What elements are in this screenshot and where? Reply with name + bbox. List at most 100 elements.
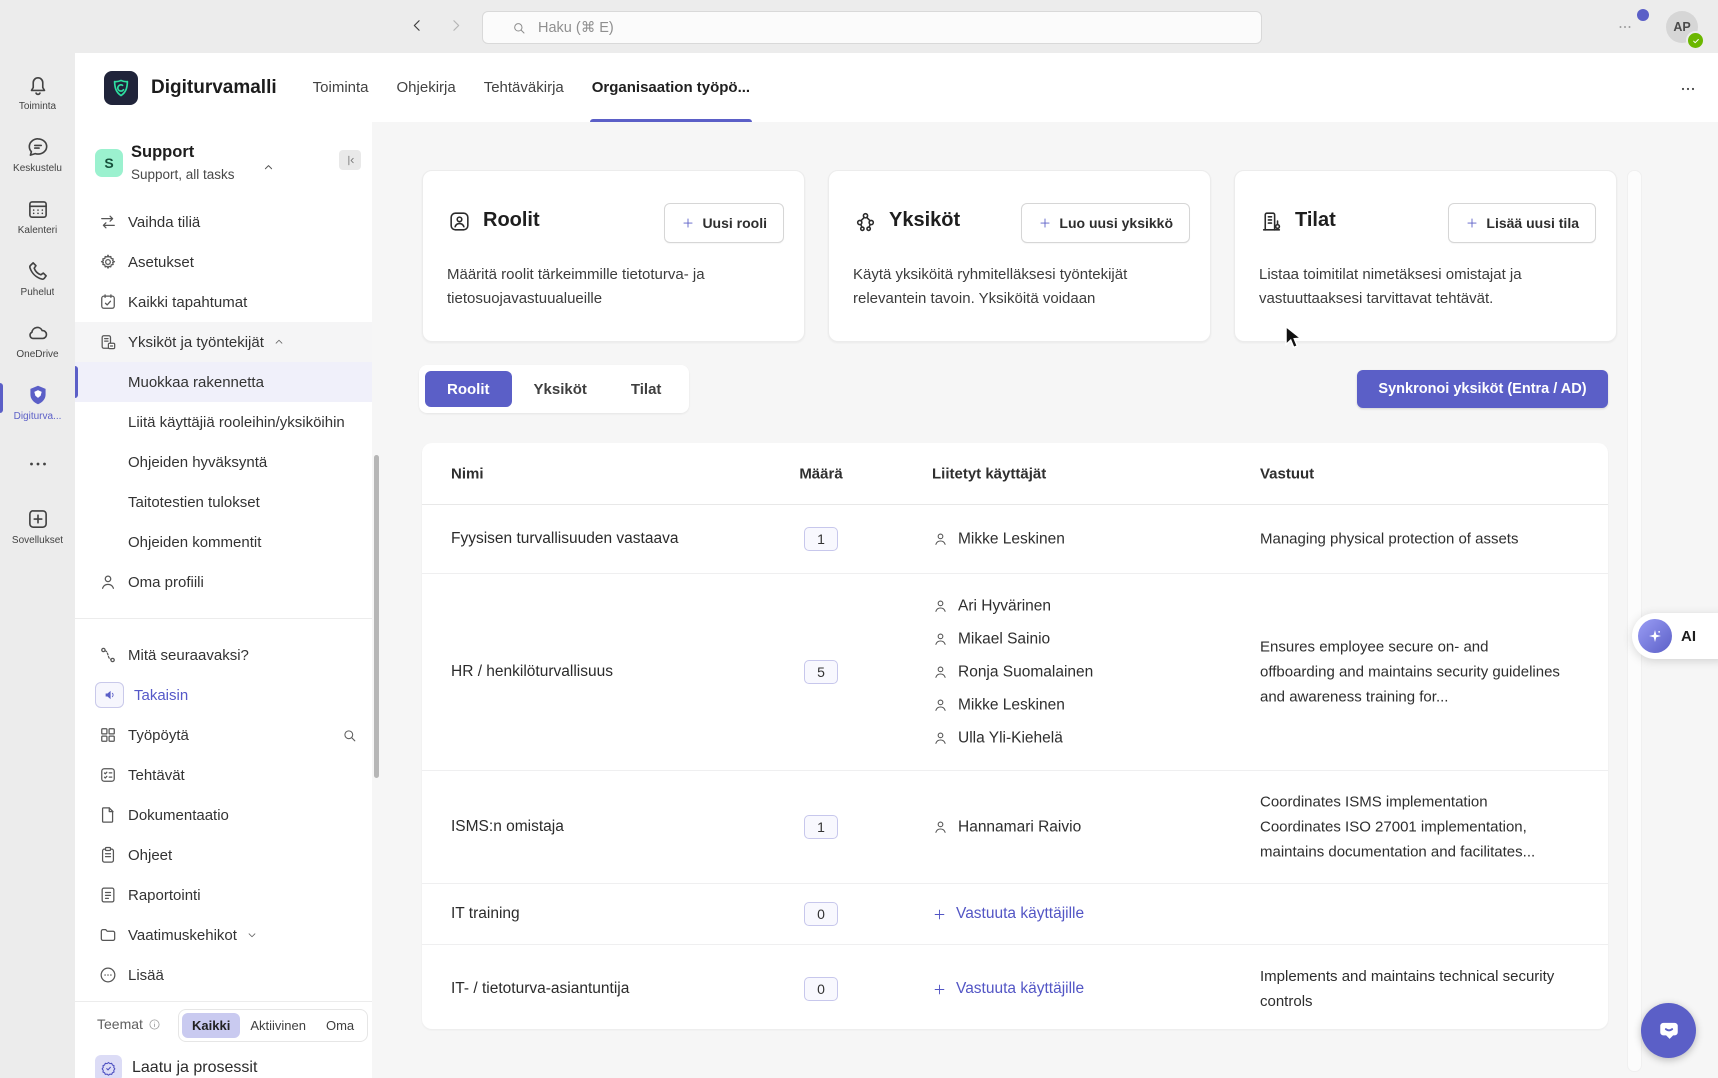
sparkle-icon <box>1638 619 1672 653</box>
user-name: Ronja Suomalainen <box>958 663 1094 680</box>
sidebar-item-ohjeiden-kommentit[interactable]: Ohjeiden kommentit <box>75 522 372 562</box>
grid-icon <box>98 725 118 745</box>
view-tab-roolit[interactable]: Roolit <box>425 371 512 407</box>
role-responsibilities: Coordinates ISMS implementation Coordina… <box>1260 793 1536 861</box>
luo-uusi-yksikkö-button[interactable]: Luo uusi yksikkö <box>1021 203 1190 243</box>
sidebar-collapse-button[interactable] <box>339 150 361 170</box>
table-row-fyysisen-turvallisuuden-vastaava[interactable]: Fyysisen turvallisuuden vastaava 1 Mikke L… <box>422 505 1608 574</box>
table-row-hr-henkilöturvallisuus[interactable]: HR / henkilöturvallisuus 5 Ari Hyvärinen Mi… <box>422 574 1608 771</box>
role-users: Vastuuta käyttäjille <box>932 980 1084 998</box>
tab-label: Tehtäväkirja <box>483 79 564 96</box>
themes-label: Teemat <box>97 1016 161 1032</box>
table-row-it-tietoturva-asiantuntija[interactable]: IT- / tietoturva-asiantuntija 0 Vastuuta k… <box>422 945 1608 1029</box>
count-chip: 1 <box>804 527 838 551</box>
sidebar-item-label: Työpöytä <box>128 726 189 744</box>
rail-item-digiturva[interactable]: Digiturva... <box>0 371 75 433</box>
theme-item[interactable]: Laatu ja prosessit <box>75 1050 372 1078</box>
sidebar-item-label: Muokkaa rakennetta <box>128 373 264 391</box>
plus-icon <box>932 907 947 922</box>
user-name: Ulla Yli-Kiehelä <box>958 729 1063 746</box>
sidebar-item-tehtävät[interactable]: Tehtävät <box>75 755 372 795</box>
sidebar-item-taitotestien-tulokset[interactable]: Taitotestien tulokset <box>75 482 372 522</box>
sidebar-item-label: Kaikki tapahtumat <box>128 293 248 311</box>
team-subtitle: Support, all tasks <box>131 167 235 182</box>
sidebar-item-raportointi[interactable]: Raportointi <box>75 875 372 915</box>
rail-item-keskustelu[interactable]: Keskustelu <box>0 123 75 185</box>
chat-fab-button[interactable] <box>1641 1003 1696 1058</box>
lisää-uusi-tila-button[interactable]: Lisää uusi tila <box>1448 203 1596 243</box>
card-description: Määritä roolit tärkeimmille tietoturva- … <box>447 266 705 307</box>
rail-item-sovellukset[interactable]: Sovellukset <box>0 495 75 557</box>
plus-icon <box>1465 216 1479 230</box>
header-more-icon[interactable] <box>1678 79 1698 99</box>
tab-tehtäväkirja[interactable]: Tehtäväkirja <box>470 53 578 122</box>
person-icon <box>932 730 949 747</box>
tab-toiminta[interactable]: Toiminta <box>299 53 383 122</box>
calendar-icon <box>25 196 51 222</box>
sidebar-item-ohjeiden-hyväksyntä[interactable]: Ohjeiden hyväksyntä <box>75 442 372 482</box>
team-avatar: S <box>95 149 123 177</box>
sidebar-item-oma-profiili[interactable]: Oma profiili <box>75 562 372 602</box>
user-entry: Ronja Suomalainen <box>932 656 1093 689</box>
search-bar[interactable] <box>482 11 1262 44</box>
sidebar-scrollbar-thumb[interactable] <box>374 455 379 778</box>
tab-label: Toiminta <box>312 79 369 96</box>
column-header-nimi: Nimi <box>451 465 484 482</box>
ai-assistant-button[interactable]: AI <box>1632 613 1718 659</box>
info-icon[interactable] <box>148 1018 161 1031</box>
sidebar-item-label: Vaatimuskehikot <box>128 926 237 944</box>
table-row-isms-n-omistaja[interactable]: ISMS:n omistaja 1 Hannamari Raivio Coordina… <box>422 771 1608 884</box>
tab-ohjekirja[interactable]: Ohjekirja <box>383 53 470 122</box>
sidebar-item-ohjeet[interactable]: Ohjeet <box>75 835 372 875</box>
sidebar-item-lisää[interactable]: Lisää <box>75 955 372 995</box>
assign-label: Vastuuta käyttäjille <box>956 905 1085 922</box>
assign-users-link[interactable]: Vastuuta käyttäjille <box>932 980 1084 998</box>
sidebar-item-työpöytä[interactable]: Työpöytä <box>75 715 372 755</box>
sidebar-item-liitä-käyttäjiä-rooleihin-yksiköihin[interactable]: Liitä käyttäjiä rooleihin/yksiköihin <box>75 402 372 442</box>
sidebar-item-asetukset[interactable]: Asetukset <box>75 242 372 282</box>
teams-rail: Toiminta Keskustelu Kalenteri Puhelut OneDri… <box>0 53 75 1078</box>
sidebar-item-label: Raportointi <box>128 886 201 904</box>
rail-item-label: Sovellukset <box>11 535 64 546</box>
sidebar-item-muokkaa-rakennetta[interactable]: Muokkaa rakennetta <box>75 362 372 402</box>
rail-item-puhelut[interactable]: Puhelut <box>0 247 75 309</box>
person-icon <box>932 664 949 681</box>
role-count: 1 <box>778 815 864 839</box>
rail-item-dots[interactable] <box>0 433 75 495</box>
sidebar-item-kaikki-tapahtumat[interactable]: Kaikki tapahtumat <box>75 282 372 322</box>
sidebar-item-vaatimuskehikot[interactable]: Vaatimuskehikot <box>75 915 372 955</box>
topbar-more-icon[interactable] <box>1616 18 1634 36</box>
rail-item-onedrive[interactable]: OneDrive <box>0 309 75 371</box>
sync-units-button[interactable]: Synkronoi yksiköt (Entra / AD) <box>1357 370 1608 408</box>
user-name: Hannamari Raivio <box>958 818 1082 835</box>
theme-filter-oma[interactable]: Oma <box>325 1018 355 1033</box>
card-title: Yksiköt <box>889 209 961 231</box>
themes-row: Teemat Kaikki Aktiivinen Oma <box>75 1002 372 1046</box>
assign-users-link[interactable]: Vastuuta käyttäjille <box>932 905 1084 923</box>
theme-filter-aktiivinen[interactable]: Aktiivinen <box>250 1018 306 1033</box>
view-tab-tilat[interactable]: Tilat <box>630 380 662 398</box>
sidebar-item-takaisin[interactable]: Takaisin <box>75 675 372 715</box>
nav-forward-icon[interactable] <box>446 16 465 35</box>
tab-label: Organisaation työpö... <box>591 79 751 96</box>
card-button-label: Lisää uusi tila <box>1486 215 1579 231</box>
rail-item-kalenteri[interactable]: Kalenteri <box>0 185 75 247</box>
rail-item-toiminta[interactable]: Toiminta <box>0 61 75 123</box>
sidebar-item-dokumentaatio[interactable]: Dokumentaatio <box>75 795 372 835</box>
sidebar-item-vaihda-tiliä[interactable]: Vaihda tiliä <box>75 202 372 242</box>
search-icon[interactable] <box>341 727 358 744</box>
theme-item-label: Laatu ja prosessit <box>132 1059 258 1076</box>
sidebar-item-yksiköt-ja-työntekijät[interactable]: Yksiköt ja työntekijät <box>75 322 372 362</box>
swap-icon <box>98 212 118 232</box>
uusi-rooli-button[interactable]: Uusi rooli <box>664 203 784 243</box>
view-tab-yksiköt[interactable]: Yksiköt <box>533 380 587 398</box>
nav-back-icon[interactable] <box>408 16 427 35</box>
tab-organisaation-työpö[interactable]: Organisaation työpö... <box>578 53 764 122</box>
theme-filter-kaikki[interactable]: Kaikki <box>182 1013 241 1038</box>
route-icon <box>98 645 118 665</box>
org-icon <box>98 332 118 352</box>
search-input[interactable] <box>536 18 1249 37</box>
team-selector[interactable]: S Support Support, all tasks <box>75 122 372 202</box>
sidebar-item-mitä-seuraavaksi[interactable]: Mitä seuraavaksi? <box>75 635 372 675</box>
table-row-it-training[interactable]: IT training 0 Vastuuta käyttäjille <box>422 884 1608 945</box>
